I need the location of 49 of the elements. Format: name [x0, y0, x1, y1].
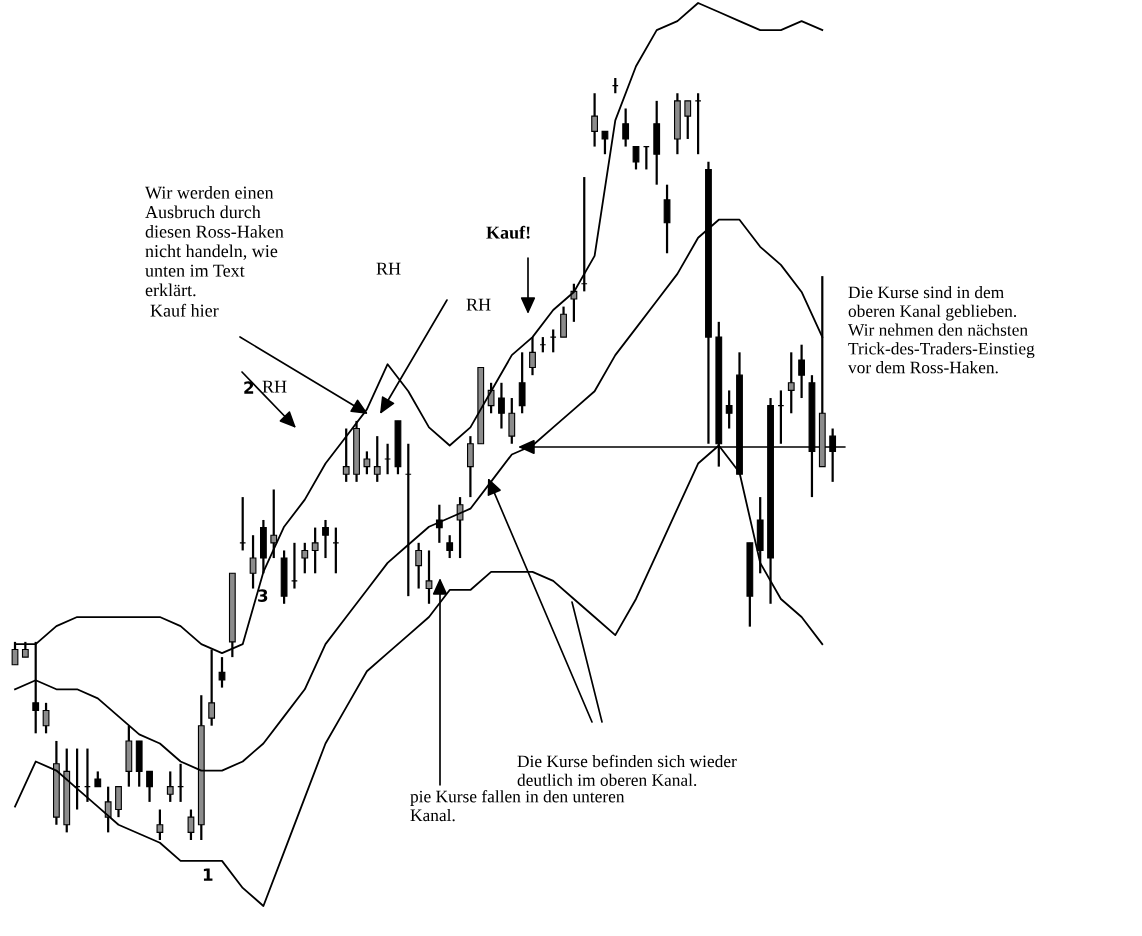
- annotation: RH: [466, 298, 491, 311]
- annotation: RH: [376, 262, 401, 275]
- candlestick: [684, 99, 692, 141]
- candlestick: [787, 351, 795, 415]
- candlestick: [725, 389, 733, 430]
- candlestick: [104, 785, 112, 834]
- candlestick: [601, 130, 609, 156]
- candlestick: [218, 656, 226, 689]
- candlestick: [529, 335, 536, 377]
- candlestick: [187, 808, 195, 842]
- annotation: 1: [203, 868, 213, 881]
- annotation: 3: [258, 589, 268, 602]
- candlestick: [518, 351, 526, 415]
- candlestick: [270, 488, 278, 560]
- candlestick: [591, 92, 599, 148]
- candlestick: [373, 435, 381, 483]
- candlestick: [322, 518, 329, 560]
- candlestick: [301, 541, 309, 575]
- text: Die Kurse sind in dem oberen Kanal geblieben. Wir nehmen den nächsten Trick-des-Traders-Einstieg vor dem Ross-Haken.: [848, 286, 1035, 374]
- annotation: Kauf!: [486, 225, 530, 239]
- candlestick: [146, 770, 153, 804]
- candlestick: [798, 343, 806, 400]
- candlestick: [363, 450, 371, 476]
- candlestick: [549, 328, 557, 354]
- candlestick: [415, 541, 423, 590]
- candlestick: [498, 381, 505, 430]
- candlestick: [115, 785, 122, 819]
- candlestick: [166, 770, 174, 804]
- candlestick: [663, 183, 671, 255]
- candlestick: [42, 701, 50, 735]
- candlestick: [456, 495, 464, 560]
- candlestick: [466, 435, 474, 499]
- candlestick: [560, 305, 567, 339]
- candlestick: [249, 534, 257, 590]
- candlestick: [508, 396, 516, 445]
- annotation: Kauf hier: [150, 303, 219, 317]
- annotation: Die Kurse befinden sich wieder deutlich im oberen Kanal.: [517, 754, 737, 787]
- candlestick: [311, 526, 319, 575]
- candlestick: [694, 92, 702, 156]
- candlestick: [622, 107, 630, 148]
- candlestick: [156, 808, 164, 842]
- annotation: pie Kurse fallen in den unteren Kanal.: [410, 790, 625, 822]
- candlestick: [446, 534, 454, 560]
- annotation: Wir werden einen Ausbruch durch diesen Ross-Haken nicht handeln, wie unten im Text erklärt.: [145, 186, 284, 297]
- annotation: RH: [262, 380, 287, 393]
- candlestick: [570, 282, 578, 323]
- candlestick: [342, 427, 350, 483]
- candlestick: [425, 549, 433, 605]
- annotation: 2: [244, 381, 254, 394]
